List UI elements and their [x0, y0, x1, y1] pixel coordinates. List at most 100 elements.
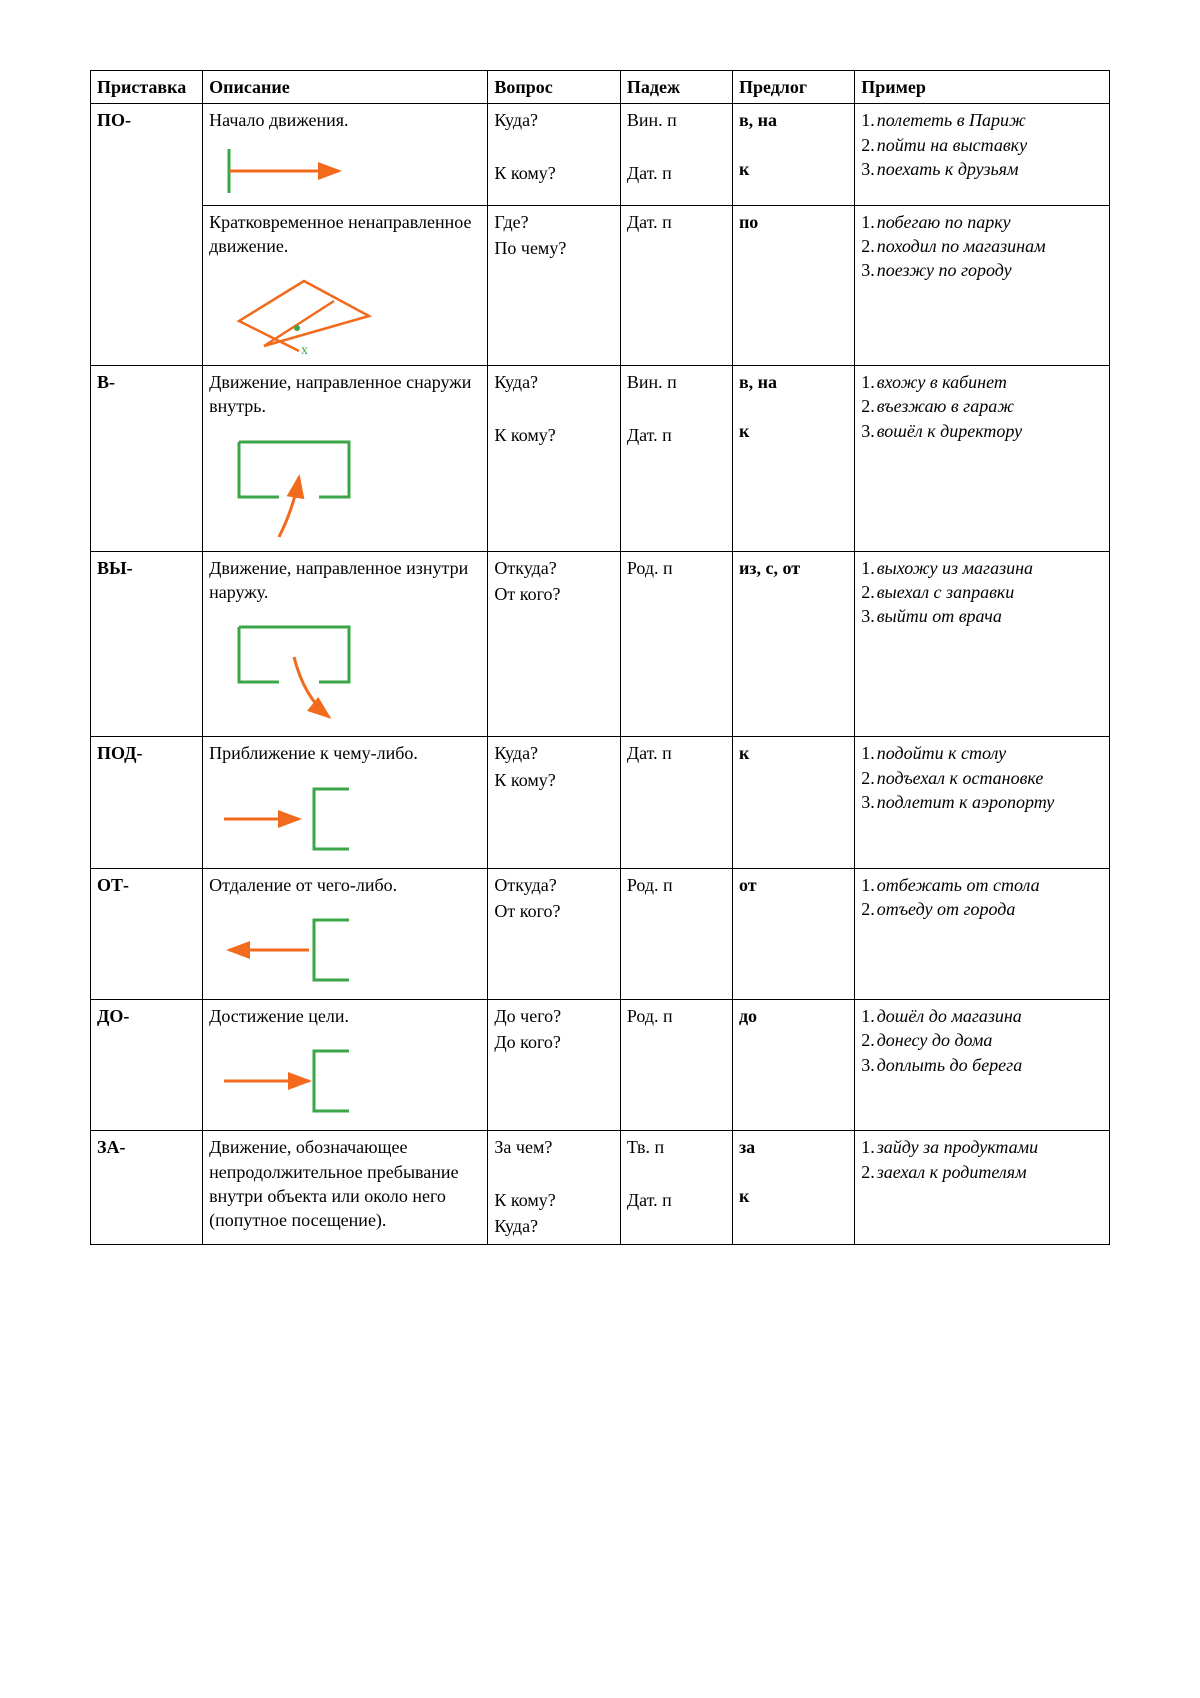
header-example: Пример [855, 71, 1110, 104]
example-item: 3.подлетит к аэропорту [861, 790, 1103, 814]
prep-line: от [739, 873, 848, 897]
prep-cell: от [732, 868, 854, 999]
example-item: 2.походил по магазинам [861, 234, 1103, 258]
case-cell: Дат. п [620, 205, 732, 366]
example-item: 2.въезжаю в гараж [861, 394, 1103, 418]
table-row: ПОД-Приближение к чему-либо. Куда?К кому… [91, 737, 1110, 868]
prep-cell: за к [732, 1131, 854, 1245]
question-cell: Куда? К кому? [488, 366, 620, 552]
header-prep: Предлог [732, 71, 854, 104]
question-line [494, 135, 613, 159]
example-item: 2.выехал с заправки [861, 580, 1103, 604]
example-cell: 1.выхожу из магазина2.выехал с заправки3… [855, 551, 1110, 737]
question-line: К кому? [494, 423, 613, 447]
prefix-cell: ВЫ- [91, 551, 203, 737]
question-line: Откуда? [494, 556, 613, 580]
question-line: До кого? [494, 1030, 613, 1054]
example-cell: 1.полететь в Париж2.пойти на выставку3.п… [855, 104, 1110, 205]
case-line [627, 1162, 726, 1186]
question-line: К кому? [494, 1188, 613, 1212]
desc-text: Движение, направленное изнутри наружу. [209, 558, 468, 602]
prep-line: к [739, 157, 848, 181]
question-line: Куда? [494, 1214, 613, 1238]
case-line: Дат. п [627, 741, 726, 765]
desc-text: Кратковременное ненаправленное движение. [209, 212, 471, 256]
desc-text: Движение, направленное снаружи внутрь. [209, 372, 471, 416]
question-line: За чем? [494, 1135, 613, 1159]
prefix-table: Приставка Описание Вопрос Падеж Предлог … [90, 70, 1110, 1245]
prep-line: из, с, от [739, 556, 848, 580]
desc-cell: Начало движения. [203, 104, 488, 205]
desc-cell: Кратковременное ненаправленное движение.… [203, 205, 488, 366]
diagram-reach [209, 1036, 481, 1126]
question-cell: До чего?До кого? [488, 999, 620, 1130]
example-cell: 1.зайду за продуктами2.заехал к родителя… [855, 1131, 1110, 1245]
question-cell: За чем? К кому?Куда? [488, 1131, 620, 1245]
table-row: ВЫ-Движение, направленное изнутри наружу… [91, 551, 1110, 737]
question-line: Куда? [494, 108, 613, 132]
case-line [627, 135, 726, 159]
question-line: Куда? [494, 370, 613, 394]
question-line: Где? [494, 210, 613, 234]
table-row: ЗА-Движение, обозначающее непродолжитель… [91, 1131, 1110, 1245]
question-line: Откуда? [494, 873, 613, 897]
case-line [627, 396, 726, 420]
table-row: ПО-Начало движения. Куда? К кому?Вин. п … [91, 104, 1110, 205]
case-cell: Дат. п [620, 737, 732, 868]
desc-text: Приближение к чему-либо. [209, 743, 418, 763]
question-line: К кому? [494, 768, 613, 792]
example-item: 1.полететь в Париж [861, 108, 1103, 132]
desc-text: Достижение цели. [209, 1006, 349, 1026]
question-cell: Откуда?От кого? [488, 868, 620, 999]
prefix-cell: В- [91, 366, 203, 552]
example-item: 3.поехать к друзьям [861, 157, 1103, 181]
example-item: 3.выйти от врача [861, 604, 1103, 628]
case-line: Род. п [627, 873, 726, 897]
example-cell: 1.побегаю по парку2.походил по магазинам… [855, 205, 1110, 366]
example-item: 2.заехал к родителям [861, 1160, 1103, 1184]
desc-cell: Приближение к чему-либо. [203, 737, 488, 868]
example-item: 1.дошёл до магазина [861, 1004, 1103, 1028]
table-row: Кратковременное ненаправленное движение.… [91, 205, 1110, 366]
prep-line: в, на [739, 370, 848, 394]
prep-cell: к [732, 737, 854, 868]
prep-line: до [739, 1004, 848, 1028]
prep-line: к [739, 1184, 848, 1208]
prep-line: за [739, 1135, 848, 1159]
prep-cell: в, на к [732, 104, 854, 205]
question-cell: Куда? К кому? [488, 737, 620, 868]
prep-line: к [739, 419, 848, 443]
desc-text: Движение, обозначающее непродолжительное… [209, 1137, 458, 1230]
example-item: 1.отбежать от стола [861, 873, 1103, 897]
case-cell: Род. п [620, 868, 732, 999]
question-cell: Куда? К кому? [488, 104, 620, 205]
case-line: Дат. п [627, 210, 726, 234]
case-line: Род. п [627, 556, 726, 580]
case-line: Род. п [627, 1004, 726, 1028]
prep-cell: из, с, от [732, 551, 854, 737]
example-item: 1.зайду за продуктами [861, 1135, 1103, 1159]
example-item: 2.донесу до дома [861, 1028, 1103, 1052]
desc-cell: Движение, направленное снаружи внутрь. [203, 366, 488, 552]
question-line: По чему? [494, 236, 613, 260]
prefix-cell: ОТ- [91, 868, 203, 999]
desc-cell: Движение, направленное изнутри наружу. [203, 551, 488, 737]
header-question: Вопрос [488, 71, 620, 104]
diagram-start [209, 141, 481, 201]
question-line: От кого? [494, 899, 613, 923]
question-line: Куда? [494, 741, 613, 765]
example-cell: 1.дошёл до магазина2.донесу до дома3.доп… [855, 999, 1110, 1130]
example-item: 3.вошёл к директору [861, 419, 1103, 443]
case-line: Дат. п [627, 1188, 726, 1212]
case-cell: Род. п [620, 551, 732, 737]
prep-line [739, 394, 848, 418]
question-line [494, 1162, 613, 1186]
desc-cell: Движение, обозначающее непродолжительное… [203, 1131, 488, 1245]
diagram-random: x [209, 266, 481, 361]
case-line: Вин. п [627, 370, 726, 394]
prefix-cell: ЗА- [91, 1131, 203, 1245]
example-cell: 1.вхожу в кабинет2.въезжаю в гараж3.вошё… [855, 366, 1110, 552]
case-line: Тв. п [627, 1135, 726, 1159]
question-line: От кого? [494, 582, 613, 606]
example-item: 3.доплыть до берега [861, 1053, 1103, 1077]
